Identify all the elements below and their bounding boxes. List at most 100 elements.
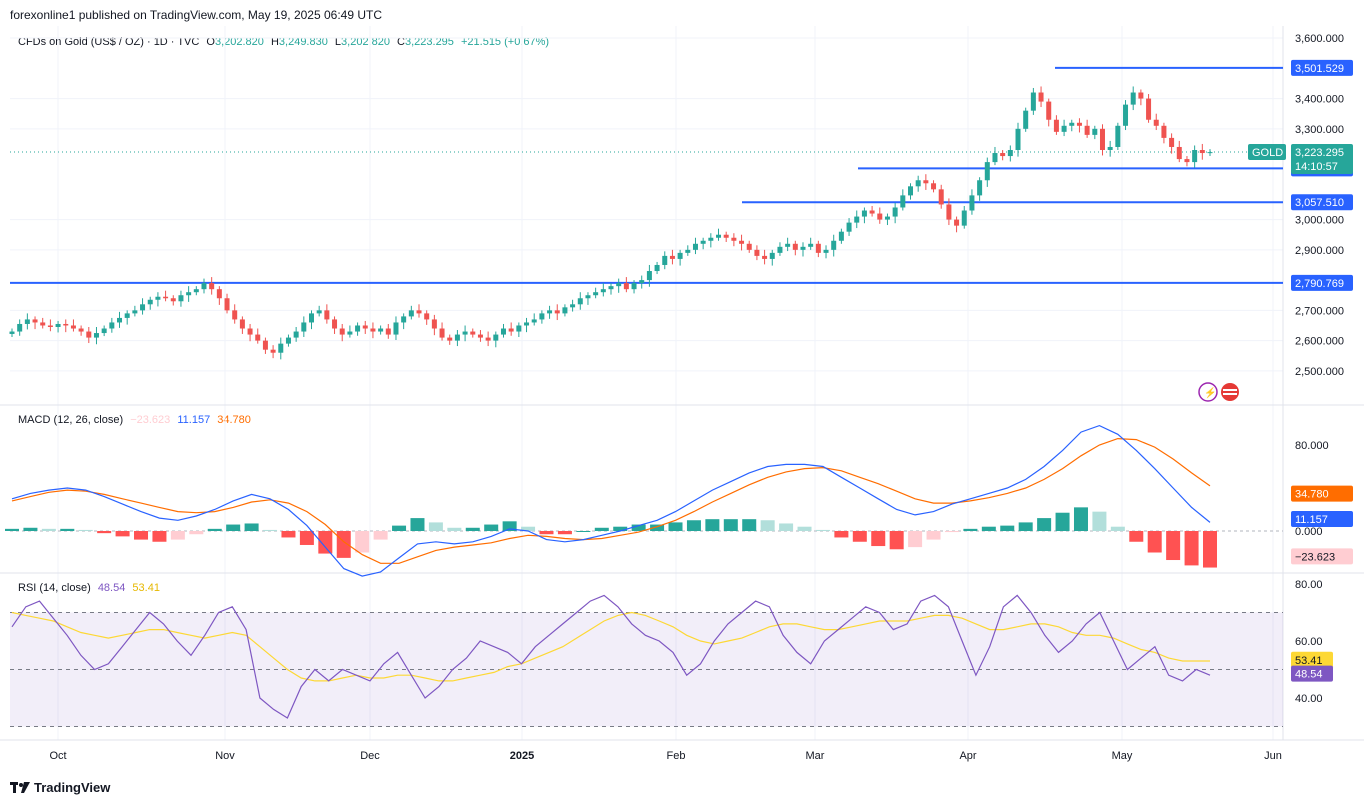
- rsi-title[interactable]: RSI (14, close): [18, 582, 91, 594]
- macd-histogram-bar: [723, 519, 738, 531]
- macd-histogram-bar: [797, 526, 812, 531]
- candle-body: [792, 243, 798, 250]
- candle-body: [462, 331, 468, 335]
- candle-body: [155, 296, 161, 300]
- candle-body: [209, 283, 215, 290]
- ohlc-high: 3,249.830: [278, 36, 328, 48]
- candle-body: [723, 234, 729, 238]
- candle-body: [1069, 122, 1075, 126]
- candle-body: [324, 310, 330, 320]
- candle-body: [270, 349, 276, 353]
- candle-body: [838, 231, 844, 241]
- ohlc-high-key: H: [270, 36, 279, 48]
- candle-body: [1084, 125, 1090, 135]
- candle-body: [769, 252, 775, 259]
- macd-histogram-bar: [521, 526, 536, 531]
- candle-body: [1015, 128, 1021, 150]
- candle-body: [78, 328, 84, 332]
- macd-histogram-bar: [760, 520, 775, 531]
- ohlc-close-key: C: [397, 36, 405, 48]
- bar-countdown: 14:10:57: [1295, 161, 1338, 173]
- candle-body: [547, 310, 553, 314]
- macd-histogram-bar: [594, 527, 609, 531]
- candle-body: [24, 319, 30, 324]
- candle-body: [178, 295, 184, 302]
- candle-body: [931, 183, 937, 190]
- candle-body: [884, 216, 890, 220]
- macd-hist-value: −23.623: [130, 414, 171, 426]
- candle-body: [1161, 125, 1167, 138]
- candle-body: [278, 343, 284, 353]
- rsi-ma-value: 53.41: [132, 582, 160, 594]
- macd-histogram-bar: [557, 531, 572, 535]
- candle-body: [1199, 150, 1205, 154]
- macd-histogram-bar: [539, 531, 554, 535]
- ohlc-change: +21.515 (+0.67%): [460, 36, 550, 48]
- candle-body: [224, 298, 230, 311]
- price-tick-label: 3,300.000: [1295, 124, 1344, 136]
- time-tick-label: Mar: [806, 750, 825, 762]
- macd-histogram-bar: [686, 520, 701, 531]
- candle-body: [86, 331, 92, 338]
- candle-body: [9, 331, 15, 334]
- macd-histogram-bar: [447, 527, 462, 531]
- candle-body: [908, 186, 913, 196]
- candle-body: [616, 283, 622, 287]
- candle-body: [800, 246, 806, 250]
- macd-histogram-bar: [1147, 531, 1162, 553]
- candle-body: [285, 337, 291, 344]
- candle-body: [692, 243, 698, 250]
- macd-signal-line: [11, 437, 1211, 564]
- candle-body: [1115, 125, 1121, 147]
- macd-histogram-bar: [428, 522, 443, 531]
- hline-label: 2,790.769: [1295, 278, 1344, 290]
- candle-body: [1107, 146, 1113, 150]
- candle-body: [1038, 92, 1044, 102]
- candle-body: [1138, 92, 1144, 99]
- candle-body: [631, 283, 637, 290]
- macd-histogram-bar: [60, 528, 75, 531]
- candle-body: [1184, 159, 1190, 163]
- macd-histogram-bar: [1000, 525, 1015, 531]
- candle-body: [424, 313, 430, 320]
- macd-histogram-bar: [134, 531, 149, 540]
- macd-histogram-bar: [23, 527, 38, 531]
- candle-body: [669, 255, 675, 259]
- candle-body: [170, 298, 176, 302]
- candle-body: [915, 180, 921, 187]
- candle-body: [232, 310, 238, 320]
- candle-body: [623, 283, 629, 290]
- macd-histogram-bar: [1073, 507, 1088, 531]
- candle-body: [163, 296, 169, 299]
- symbol-title[interactable]: CFDs on Gold (US$ / OZ) · 1D · TVC: [18, 36, 200, 48]
- price-tick-label: 3,600.000: [1295, 33, 1344, 45]
- macd-legend: MACD (12, 26, close) −23.623 11.157 34.7…: [18, 414, 255, 426]
- price-tick-label: 3,400.000: [1295, 94, 1344, 106]
- macd-histogram-bar: [152, 531, 167, 542]
- candle-body: [938, 189, 944, 205]
- macd-signal-axis-label: 34.780: [1295, 489, 1329, 501]
- macd-histogram-bar: [871, 531, 886, 547]
- time-tick-label: May: [1112, 750, 1133, 762]
- candle-body: [946, 204, 952, 220]
- macd-histogram-bar: [336, 531, 351, 558]
- rsi-line: [11, 594, 1211, 719]
- candle-body: [362, 325, 368, 329]
- macd-histogram-bar: [668, 522, 683, 531]
- rsi-ma-axis-label: 53.41: [1295, 655, 1323, 667]
- macd-histogram-bar: [1037, 518, 1052, 531]
- macd-line: [11, 424, 1211, 577]
- candle-body: [992, 153, 998, 163]
- candle-body: [147, 299, 153, 305]
- candle-body: [17, 323, 23, 332]
- tradingview-brand[interactable]: TradingView: [10, 780, 110, 795]
- candle-body: [255, 334, 261, 341]
- macd-histogram-bar: [705, 519, 720, 531]
- candle-body: [1000, 153, 1006, 157]
- macd-tick-label: 80.000: [1295, 440, 1329, 452]
- macd-histogram-bar: [318, 531, 333, 554]
- candle-body: [739, 240, 745, 244]
- macd-histogram-bar: [944, 531, 959, 533]
- macd-title[interactable]: MACD (12, 26, close): [18, 414, 124, 426]
